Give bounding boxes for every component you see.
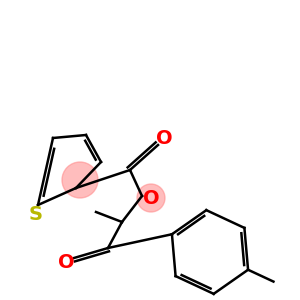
Text: O: O	[156, 130, 172, 148]
Circle shape	[62, 162, 98, 198]
Text: O: O	[58, 253, 74, 272]
Circle shape	[137, 184, 165, 212]
Text: S: S	[29, 206, 43, 224]
Text: O: O	[143, 188, 159, 208]
